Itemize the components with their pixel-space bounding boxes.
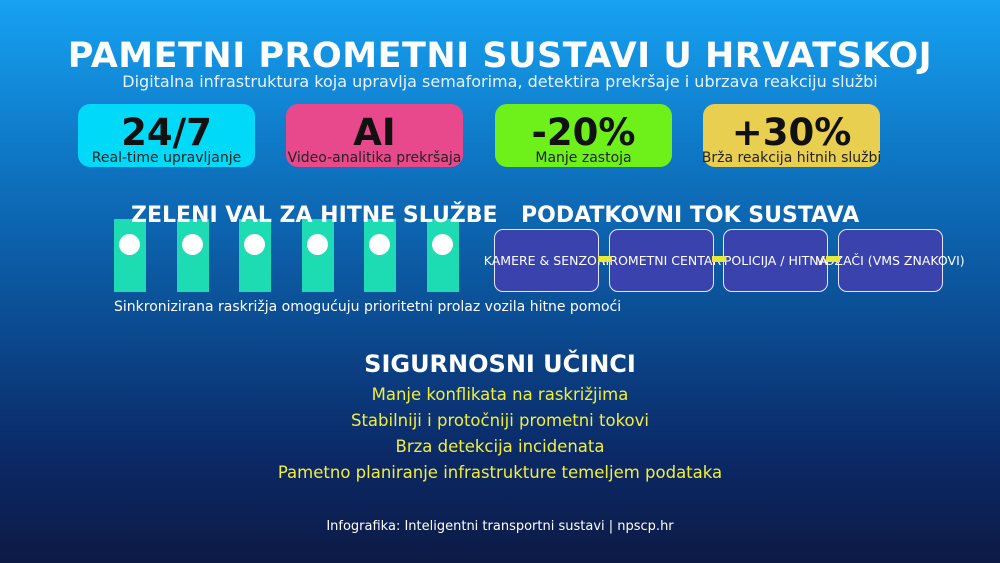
stat-label: Brža reakcija hitnih službi <box>701 150 882 166</box>
stat-value: AI <box>353 111 396 154</box>
stat-value: -20% <box>531 111 636 154</box>
stat-card-congestion: -20% Manje zastoja <box>495 104 672 167</box>
signal-light-icon <box>432 234 453 255</box>
arrow-icon <box>826 256 840 262</box>
safety-item: Stabilniji i protočniji prometni tokovi <box>350 411 649 430</box>
signal-light-icon <box>244 234 266 255</box>
traffic-signal-bar <box>301 219 334 292</box>
flow-step-cameras: KAMERE & SENZORI <box>484 229 609 292</box>
green-wave-title: ZELENI VAL ZA HITNE SLUŽBE <box>131 203 498 228</box>
safety-title: SIGURNOSNI UČINCI <box>364 350 636 378</box>
flow-step-traffic-center: PROMETNI CENTAR <box>602 229 721 292</box>
signal-light-icon <box>306 234 328 255</box>
traffic-signal-bar <box>176 219 209 292</box>
flow-step-drivers: VOZAČI (VMS ZNAKOVI) <box>816 229 965 292</box>
stat-card-realtime: 24/7 Real-time upravljanje <box>78 104 255 167</box>
arrow-icon <box>712 256 726 262</box>
safety-item: Manje konflikata na raskrižjima <box>371 385 629 404</box>
flow-step-label: PROMETNI CENTAR <box>601 253 722 268</box>
stat-card-ai: AI Video-analitika prekršaja <box>286 104 463 167</box>
page-subtitle: Digitalna infrastruktura koja upravlja s… <box>122 72 878 91</box>
flow-step-label: VOZAČI (VMS ZNAKOVI) <box>816 253 965 268</box>
traffic-signal-bar <box>364 219 397 292</box>
flow-step-police: POLICIJA / HITNA <box>723 229 828 292</box>
signal-light-icon <box>369 234 391 255</box>
footer-credit: Infografika: Inteligentni transportni su… <box>326 519 674 534</box>
arrow-icon <box>598 256 612 262</box>
flow-step-label: KAMERE & SENZORI <box>483 253 610 268</box>
page-title: PAMETNI PROMETNI SUSTAVI U HRVATSKOJ <box>67 36 933 76</box>
flow-step-label: POLICIJA / HITNA <box>723 253 828 268</box>
green-wave-caption: Sinkronizirana raskrižja omogućuju prior… <box>114 299 622 315</box>
stat-label: Manje zastoja <box>535 150 632 166</box>
stat-label: Video-analitika prekršaja <box>287 150 462 166</box>
stat-card-response: +30% Brža reakcija hitnih službi <box>702 104 881 167</box>
data-flow-title: PODATKOVNI TOK SUSTAVA <box>521 203 860 228</box>
stat-value: 24/7 <box>121 111 212 154</box>
signal-light-icon <box>181 234 203 255</box>
stat-value: +30% <box>731 111 852 154</box>
safety-item: Brza detekcija incidenata <box>395 437 605 456</box>
stat-label: Real-time upravljanje <box>91 150 242 166</box>
traffic-signal-bar <box>114 219 146 292</box>
signal-light-icon <box>119 234 140 255</box>
safety-item: Pametno planiranje infrastrukture temelj… <box>277 463 723 482</box>
traffic-signal-bar <box>427 219 459 292</box>
traffic-signal-bar <box>239 219 272 292</box>
